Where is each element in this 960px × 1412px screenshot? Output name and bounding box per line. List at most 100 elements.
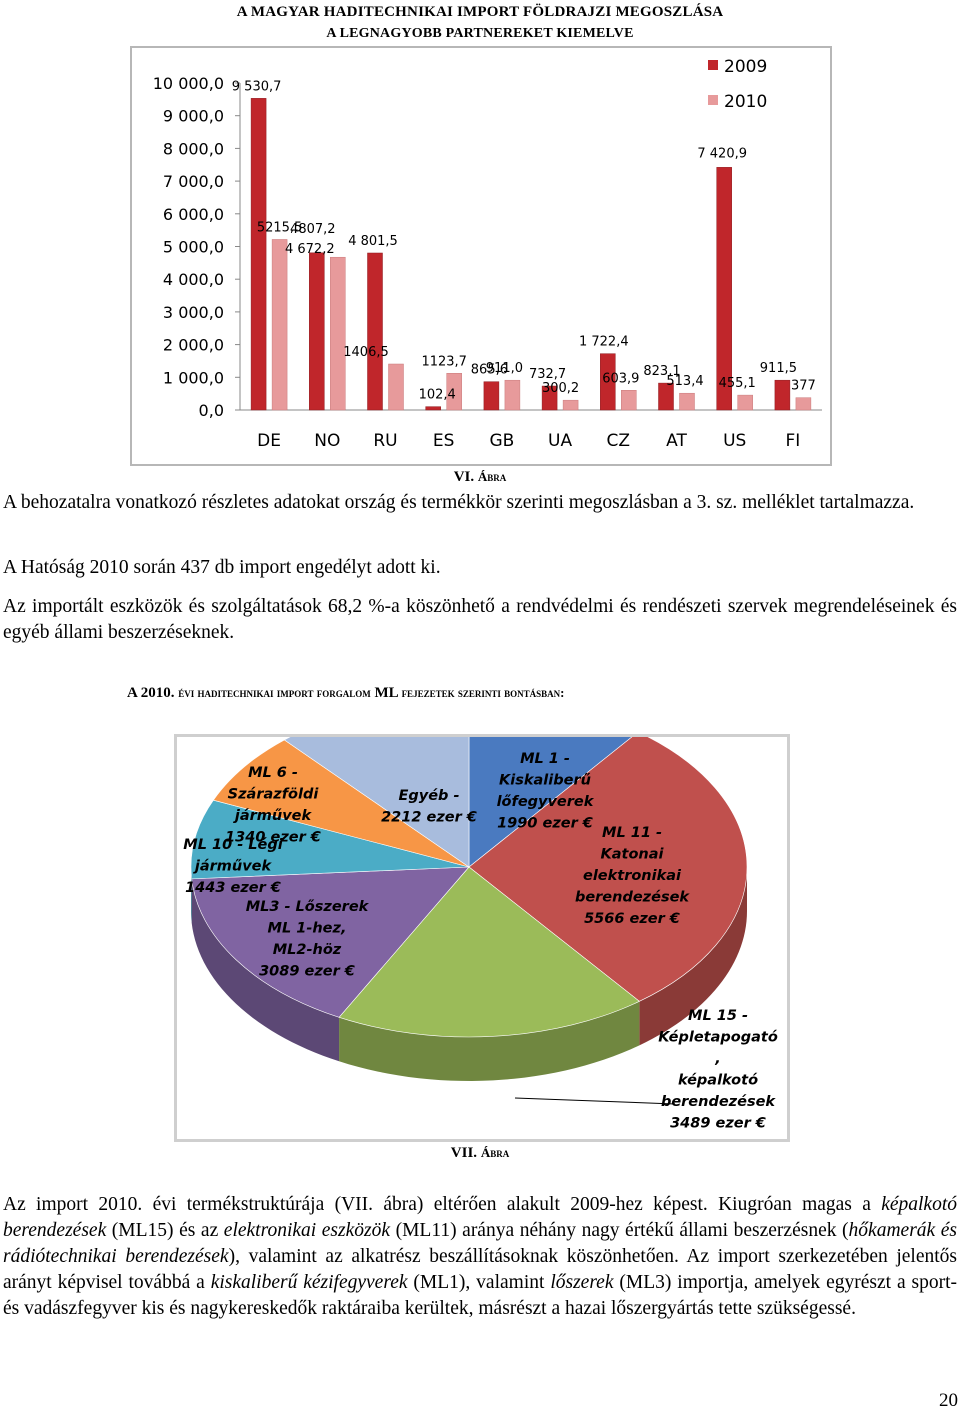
section-heading-ml: ML	[374, 685, 398, 701]
y-tick-label: 9 000,0	[163, 107, 224, 126]
bar-2009-RU	[367, 252, 383, 411]
legend-swatch-2010	[708, 95, 718, 105]
data-label-2009-US: 7 420,9	[697, 146, 747, 161]
bar-2009-US	[716, 167, 732, 411]
chart-title-line-2: A LEGNAGYOBB PARTNEREKET KIEMELVE	[326, 26, 634, 41]
pie-chart-frame: ML 1 -Kiskaliberű lőfegyverek 1990 ezer € M…	[174, 696, 790, 1142]
paragraph-licences: A Hatóság 2010 során 437 db import enged…	[3, 557, 441, 578]
figure-6-caption: VI. Ábra	[0, 469, 960, 486]
pie-slice-2	[338, 866, 640, 1038]
legend-label-2010: 2010	[724, 92, 767, 112]
pie-label-line: berendezések	[661, 1094, 776, 1110]
p4-text-a: Az import 2010. évi termékstruktúrája (V…	[3, 1194, 882, 1215]
y-tick-label: 7 000,0	[163, 172, 224, 191]
p4-italic-smallarms: kiskaliberű kézifegyverek	[210, 1272, 408, 1293]
pie-label-line: 2212 ezer €	[381, 810, 477, 826]
pie-label-3: ML3 - Lőszerek ML 1-hez, ML2-höz 3089 ezer …	[246, 899, 370, 980]
bar-2009-ES	[425, 406, 441, 411]
p4-text-k: (ML3) importja, amelyek egyrészt a sport…	[3, 1272, 957, 1319]
pie-label-line: Kiskaliberű	[499, 773, 591, 789]
pie-label-line: ML 6 -	[248, 765, 298, 781]
pie-label-line: Katonai	[601, 847, 665, 863]
section-heading-tail: fejezetek szerinti bontásban:	[401, 685, 565, 700]
figure-6-number: VI.	[453, 469, 475, 485]
bar-2009-DE	[250, 98, 267, 411]
pie-label-line: 3489 ezer €	[670, 1116, 766, 1132]
figure-7-caption: VII. Ábra	[0, 1145, 960, 1162]
paragraph-structure: Az import 2010. évi termékstruktúrája (V…	[3, 1192, 957, 1322]
bar-2010-RU	[388, 363, 404, 411]
x-tick-label-US: US	[723, 431, 746, 451]
pie-chart: ML 1 -Kiskaliberű lőfegyverek 1990 ezer €M…	[183, 696, 778, 1132]
pie-label-line: Egyéb -	[398, 788, 459, 804]
page-number: 20	[939, 1390, 958, 1411]
pie-label-line: Képletapogató	[658, 1030, 778, 1046]
bar-2010-FI	[795, 397, 812, 411]
pie-label-line: ML 11 -	[602, 825, 662, 841]
bar-2010-ES	[446, 373, 462, 411]
pie-label-line: 5566 ezer €	[584, 911, 680, 927]
x-tick-label-CZ: CZ	[607, 431, 631, 451]
pie-side-3	[191, 878, 340, 1062]
data-label-2010-UA: 300,2	[542, 381, 579, 396]
x-tick-label-GB: GB	[489, 431, 514, 451]
pie-label-line: ML2-höz	[273, 942, 342, 958]
paragraph-details: A behozatalra vonatkozó részletes adatok…	[3, 492, 915, 513]
bar-2010-AT	[679, 392, 695, 411]
bar-2010-DE	[271, 239, 288, 411]
data-label-2010-CZ: 603,9	[602, 371, 639, 386]
pie-label-line: lőfegyverek	[497, 794, 595, 810]
p4-italic-ammo: lőszerek	[550, 1272, 614, 1293]
legend-swatch-2009	[708, 60, 718, 70]
chart-title-line-1: A MAGYAR HADITECHNIKAI IMPORT FÖLDRAJZI …	[236, 4, 724, 20]
pie-slice-3	[191, 866, 470, 1018]
pie-label-line: ,	[714, 1051, 721, 1067]
pie-label-2: ML 15 - Képletapogató, képalkotó berendezés…	[658, 1008, 778, 1132]
data-label-2009-GB: 865,6	[471, 363, 508, 378]
data-label-2009-NO: 4807,2	[290, 222, 336, 237]
pie-side-4	[191, 867, 192, 923]
bar-chart-frame: 0,0 1 000,0 2 000,0 3 000,0 4 000,0 5 000,0 6 …	[130, 46, 832, 466]
x-tick-label-UA: UA	[548, 431, 572, 451]
bar-2010-UA	[562, 399, 579, 411]
data-label-2009-ES: 102,4	[419, 388, 456, 403]
data-label-2009-RU: 4 801,5	[348, 234, 398, 249]
p4-italic-electronics: elektronikai eszközök	[223, 1220, 391, 1241]
data-label-2010-DE: 5215,5	[257, 220, 303, 235]
pie-label-line: ML 15 -	[688, 1008, 748, 1024]
pie-slice-5	[212, 739, 470, 868]
bar-2009-FI	[774, 379, 791, 411]
data-label-2009-DE: 9 530,7	[232, 79, 282, 94]
section-heading-text: évi haditechnikai import forgalom	[178, 685, 371, 700]
p4-italic-imaging: képalkotó berendezések	[3, 1194, 957, 1241]
paragraph-share: Az importált eszközök és szolgáltatások …	[3, 596, 957, 643]
y-tick-label: 6 000,0	[163, 205, 224, 224]
pie-label-line: 3089 ezer €	[259, 964, 355, 980]
section-heading: A 2010. évi haditechnikai import forgalo…	[127, 685, 927, 702]
legend-label-2009: 2009	[724, 57, 767, 77]
bar-2009-CZ	[600, 353, 616, 411]
pie-label-5: ML 6 - Szárazföldi járművek 1340 ezer €	[225, 765, 321, 846]
pie-label-line: járművek	[193, 859, 273, 875]
p4-text-i: (ML1), valamint	[407, 1272, 551, 1293]
data-label-2010-FI: 377	[791, 379, 816, 394]
data-label-2010-GB: 911,0	[486, 361, 523, 376]
data-label-2010-ES: 1123,7	[421, 354, 467, 369]
y-tick-label: 4 000,0	[163, 270, 224, 289]
pie-label-line: elektronikai	[583, 868, 682, 884]
x-tick-label-RU: RU	[373, 431, 397, 451]
p4-text-e: (ML11) aránya néhány nagy értékű állami …	[390, 1220, 849, 1241]
data-label-2010-RU: 1406,5	[343, 345, 389, 360]
y-tick-label: 1 000,0	[163, 368, 224, 387]
y-tick-label: 10 000,0	[153, 74, 224, 93]
pie-label-line: Szárazföldi	[228, 787, 320, 803]
pie-label-4: ML 10 - Légi járművek 1443 ezer €	[183, 837, 283, 896]
data-label-2010-US: 455,1	[719, 376, 756, 391]
p4-text-c: (ML15) és az	[106, 1220, 224, 1241]
pie-leader-line	[514, 1097, 676, 1105]
pie-label-line: ML 1 -	[520, 751, 570, 767]
pie-label-line: képalkotó	[678, 1073, 758, 1089]
figure-7-word: Ábra	[480, 1145, 510, 1160]
x-tick-label-DE: DE	[257, 431, 281, 451]
data-label-2009-AT: 823,1	[643, 364, 680, 379]
